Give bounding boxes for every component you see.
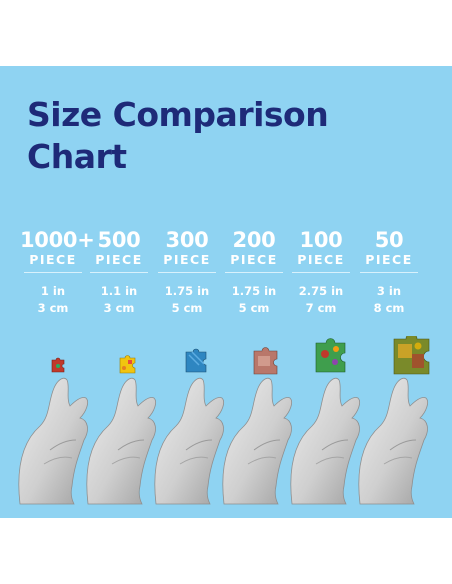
column-100-piece: 100 PIECE 2.75 in 7 cm	[288, 228, 354, 317]
size-inches: 1.1 in	[100, 284, 138, 298]
page-title: Size Comparison Chart	[27, 94, 329, 178]
piece-count: 300	[165, 228, 209, 252]
column-divider	[360, 272, 418, 273]
hand-icon	[358, 377, 428, 505]
size-inches: 1 in	[40, 284, 66, 298]
title-line-1: Size Comparison	[27, 95, 329, 134]
size-cm: 5 cm	[238, 301, 270, 315]
column-50-piece: 50 PIECE 3 in 8 cm	[356, 228, 422, 317]
piece-count: 500	[97, 228, 141, 252]
column-divider	[225, 272, 283, 273]
size-cm: 7 cm	[305, 301, 337, 315]
size-cm: 8 cm	[373, 301, 405, 315]
puzzle-piece-icon	[253, 347, 278, 375]
hand-icon	[154, 377, 224, 505]
piece-count: 50	[374, 228, 404, 252]
column-300-piece: 300 PIECE 1.75 in 5 cm	[154, 228, 220, 317]
puzzle-piece-icon	[51, 357, 65, 373]
size-cm: 5 cm	[171, 301, 203, 315]
hand-icon	[290, 377, 360, 505]
hands-illustration	[18, 336, 430, 505]
puzzle-piece-icon	[315, 338, 346, 373]
column-divider	[24, 272, 82, 273]
hand-icon	[86, 377, 156, 505]
size-columns: 1000+ PIECE 1 in 3 cm 500 PIECE 1.1 in 3…	[20, 228, 432, 348]
piece-count: 1000+	[20, 228, 95, 252]
piece-label: PIECE	[230, 252, 278, 267]
piece-count: 100	[299, 228, 343, 252]
puzzle-piece-icon	[185, 348, 207, 373]
puzzle-piece-icon	[119, 355, 136, 374]
size-comparison-panel: Size Comparison Chart 1000+ PIECE 1 in 3…	[0, 66, 452, 518]
size-cm: 3 cm	[37, 301, 69, 315]
hand-icon	[222, 377, 292, 505]
size-inches: 2.75 in	[298, 284, 344, 298]
column-200-piece: 200 PIECE 1.75 in 5 cm	[221, 228, 287, 317]
hand-icon	[18, 377, 88, 505]
column-divider	[90, 272, 148, 273]
piece-label: PIECE	[29, 252, 77, 267]
piece-label: PIECE	[95, 252, 143, 267]
piece-label: PIECE	[297, 252, 345, 267]
piece-count: 200	[232, 228, 276, 252]
column-1000-piece: 1000+ PIECE 1 in 3 cm	[20, 228, 95, 317]
column-divider	[158, 272, 216, 273]
column-divider	[292, 272, 350, 273]
puzzle-piece-icon	[393, 336, 430, 375]
piece-label: PIECE	[163, 252, 211, 267]
size-inches: 3 in	[376, 284, 402, 298]
size-inches: 1.75 in	[231, 284, 277, 298]
column-500-piece: 500 PIECE 1.1 in 3 cm	[86, 228, 152, 317]
size-cm: 3 cm	[103, 301, 135, 315]
piece-label: PIECE	[365, 252, 413, 267]
size-inches: 1.75 in	[164, 284, 210, 298]
title-line-2: Chart	[27, 137, 127, 176]
